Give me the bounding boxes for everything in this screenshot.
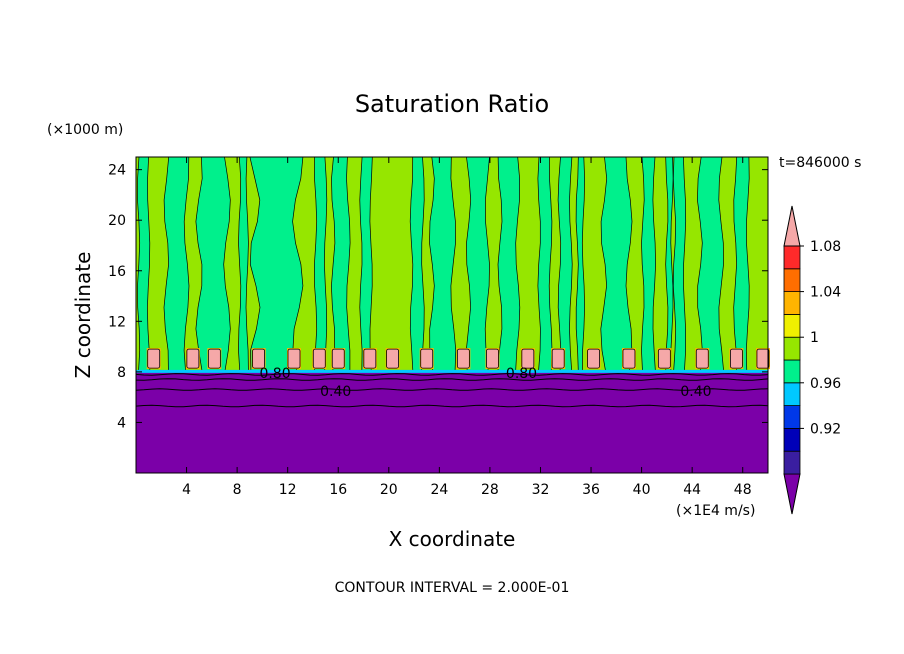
cloud-cell xyxy=(207,348,221,369)
contour-label: 0.80 xyxy=(506,366,537,382)
x-tick-label: 8 xyxy=(233,482,242,498)
x-tick-label: 44 xyxy=(683,482,701,498)
cloud-cell xyxy=(252,348,266,369)
x-tick-label: 20 xyxy=(380,482,398,498)
x-tick-label: 36 xyxy=(582,482,600,498)
colorbar-label: 1.08 xyxy=(810,239,841,255)
y-tick-label: 20 xyxy=(108,213,126,229)
cloud-cell xyxy=(695,348,709,369)
x-axis-label: X coordinate xyxy=(389,527,516,551)
dry-layer-contour xyxy=(135,378,769,381)
cloud-cell xyxy=(657,348,671,369)
cloud-cell xyxy=(551,348,565,369)
time-label: t=846000 s xyxy=(779,155,861,171)
colorbar-label: 1.04 xyxy=(810,285,841,301)
colorbar-label: 1 xyxy=(810,330,819,346)
contour-label: 0.80 xyxy=(259,366,290,382)
colorbar-swatch xyxy=(783,450,801,475)
saturation-column xyxy=(537,156,553,373)
contour-label: 0.40 xyxy=(320,384,351,400)
y-tick-label: 16 xyxy=(108,264,126,280)
colorbar-swatch xyxy=(783,291,801,315)
saturation-column xyxy=(641,156,656,373)
cloud-cell xyxy=(587,348,600,369)
colorbar-swatch xyxy=(783,268,801,292)
x-tick-label: 24 xyxy=(430,482,448,498)
dry-layer-contour xyxy=(135,388,769,391)
x-tick-label: 32 xyxy=(532,482,550,498)
cloud-cell xyxy=(756,348,770,369)
cloud-cell xyxy=(331,348,345,369)
y-units-label: (×1000 m) xyxy=(47,122,123,138)
x-units-label: (×1E4 m/s) xyxy=(676,503,755,519)
cloud-cell xyxy=(312,348,326,369)
y-axis: 4 8 12 16 20 24 xyxy=(108,163,768,431)
colorbar-label: 0.96 xyxy=(810,376,841,392)
y-tick-label: 12 xyxy=(108,314,126,330)
x-tick-label: 40 xyxy=(633,482,651,498)
colorbar-swatch xyxy=(783,405,801,429)
colorbar-label: 0.92 xyxy=(810,421,841,437)
x-tick-label: 12 xyxy=(279,482,297,498)
cloud-cell xyxy=(730,348,743,369)
contour-interval-note: CONTOUR INTERVAL = 2.000E-01 xyxy=(335,580,570,596)
colorbar: 0.92 0.96 1 1.04 1.08 xyxy=(783,205,841,515)
x-tick-label: 28 xyxy=(481,482,499,498)
cloud-cell xyxy=(147,348,161,369)
contour-labels: 0.80 0.40 0.80 0.40 xyxy=(259,366,711,400)
plot-frame xyxy=(135,156,769,474)
x-tick-label: 48 xyxy=(734,482,752,498)
contour-fill xyxy=(136,156,770,473)
cloud-cell xyxy=(363,348,377,369)
colorbar-swatch xyxy=(783,245,801,270)
interface-band xyxy=(136,369,768,373)
cloud-cell xyxy=(486,348,499,369)
colorbar-swatch xyxy=(783,359,801,384)
saturation-column xyxy=(557,156,573,373)
saturation-column xyxy=(429,156,457,373)
y-tick-label: 24 xyxy=(108,163,126,179)
dry-layer-contour xyxy=(135,373,769,376)
x-tick-label: 16 xyxy=(329,482,347,498)
colorbar-swatch xyxy=(783,427,801,452)
chart-title: Saturation Ratio xyxy=(355,90,549,118)
cloud-cell xyxy=(186,348,200,369)
dry-layer xyxy=(136,371,768,473)
colorbar-swatch xyxy=(783,313,801,338)
saturation-column xyxy=(672,156,687,373)
x-tick-label: 4 xyxy=(182,482,191,498)
saturation-column xyxy=(497,156,521,373)
colorbar-swatch xyxy=(783,336,801,361)
colorbar-min-arrow xyxy=(783,473,801,515)
y-tick-label: 4 xyxy=(117,415,126,431)
cloud-cell xyxy=(622,348,636,369)
contour-lines xyxy=(135,373,769,408)
colorbar-swatch xyxy=(783,382,801,406)
cloud-cell xyxy=(420,348,434,369)
colorbar-max-arrow xyxy=(783,205,801,247)
contour-label: 0.40 xyxy=(680,384,711,400)
dry-layer-contour xyxy=(135,404,769,408)
y-tick-label: 8 xyxy=(117,365,126,381)
cloud-cell xyxy=(386,348,399,369)
x-axis: 4 8 12 16 20 24 28 32 36 40 44 48 xyxy=(182,157,752,498)
cloud-cell xyxy=(456,348,470,369)
cloud-cell xyxy=(521,348,535,369)
saturation-column xyxy=(600,156,633,373)
cloud-cell xyxy=(287,348,301,369)
y-axis-label: Z coordinate xyxy=(71,252,95,379)
